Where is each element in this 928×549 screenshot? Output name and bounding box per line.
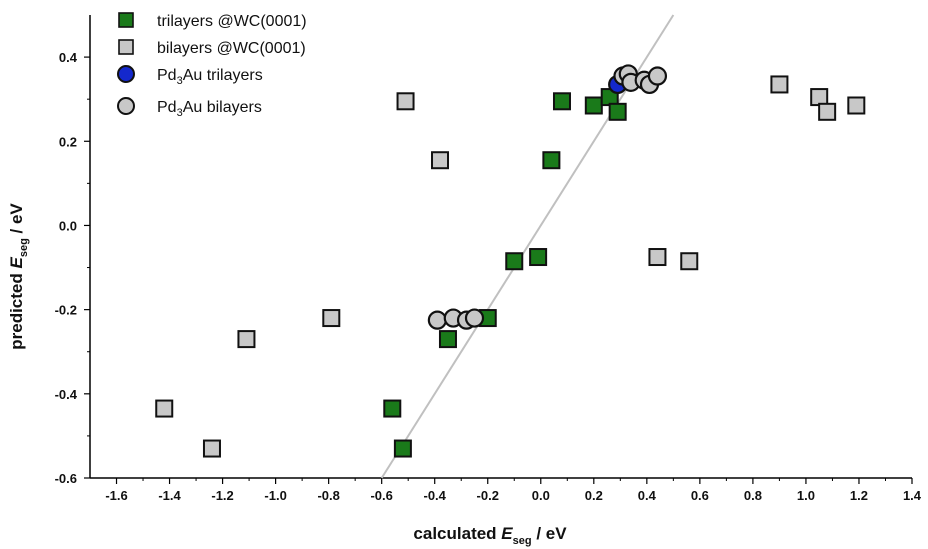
reference-line-group	[380, 14, 675, 479]
legend-swatch	[117, 97, 135, 115]
data-point	[464, 308, 485, 328]
x-tick-label: -1.6	[105, 488, 127, 503]
legend-label: Pd3Au trilayers	[157, 67, 263, 87]
legend-swatch	[118, 12, 134, 28]
legend-label: trilayers @WC(0001)	[157, 13, 307, 30]
data-point	[383, 399, 402, 418]
x-tick-label: 1.4	[903, 488, 922, 503]
data-point	[438, 330, 457, 349]
data-point	[393, 439, 412, 458]
x-tick-label: 0.2	[585, 488, 603, 503]
legend-swatch	[118, 39, 134, 55]
x-tick-label: 0.8	[744, 488, 762, 503]
data-points	[155, 64, 866, 458]
data-point	[322, 309, 341, 328]
data-point	[427, 310, 447, 330]
legend-swatch	[117, 65, 135, 83]
series-1	[155, 75, 866, 458]
y-tick-label: -0.6	[55, 471, 77, 486]
x-tick-label: 0.6	[691, 488, 709, 503]
data-point	[396, 92, 415, 111]
data-point	[542, 151, 561, 170]
data-point	[529, 248, 548, 267]
data-point	[202, 439, 221, 458]
legend-label: Pd3Au bilayers	[157, 99, 262, 119]
data-point	[431, 151, 450, 170]
x-tick-label: -1.2	[211, 488, 233, 503]
y-tick-label: 0.4	[59, 50, 78, 65]
y-tick-label: 0.0	[59, 218, 77, 233]
x-tick-label: 1.2	[850, 488, 868, 503]
x-tick-label: -1.0	[264, 488, 286, 503]
x-tick-label: -0.4	[424, 488, 447, 503]
series-0	[383, 88, 627, 458]
legend-label: bilayers @WC(0001)	[157, 40, 306, 57]
y-tick-label: 0.2	[59, 134, 77, 149]
data-point	[505, 252, 524, 271]
data-point	[584, 96, 603, 115]
x-axis-title: calculated Eseg / eV	[413, 524, 567, 547]
x-axis: -1.6 -1.4 -1.2 -1.0 -0.8 -0.6 -0.4 -0.2 0.0 0.2 0.…	[105, 478, 922, 503]
data-point	[810, 88, 829, 107]
plot-area	[89, 15, 912, 479]
x-tick-label: 1.0	[797, 488, 815, 503]
x-tick-label: -0.6	[370, 488, 392, 503]
data-point	[818, 102, 837, 121]
y-axis: -0.6 -0.4 -0.2 0.0 0.2 0.4	[55, 50, 90, 486]
data-point	[155, 399, 174, 418]
data-point	[647, 66, 668, 86]
data-point	[552, 92, 571, 111]
data-point	[237, 330, 256, 349]
x-tick-label: -1.4	[158, 488, 181, 503]
data-point	[847, 96, 866, 115]
x-tick-label: -0.8	[317, 488, 339, 503]
data-point	[770, 75, 789, 94]
x-tick-label: -0.2	[477, 488, 499, 503]
x-tick-label: 0.0	[532, 488, 550, 503]
y-axis-title: predicted Eseg / eV	[7, 203, 30, 350]
legend: trilayers @WC(0001) bilayers @WC(0001) Pd3…	[117, 12, 307, 119]
data-point	[648, 248, 667, 267]
y-tick-label: -0.2	[55, 303, 77, 318]
reference-line	[380, 14, 675, 479]
x-tick-label: 0.4	[638, 488, 657, 503]
y-tick-label: -0.4	[55, 387, 78, 402]
data-point	[680, 252, 699, 271]
series-3	[427, 64, 668, 330]
data-point	[608, 102, 627, 121]
